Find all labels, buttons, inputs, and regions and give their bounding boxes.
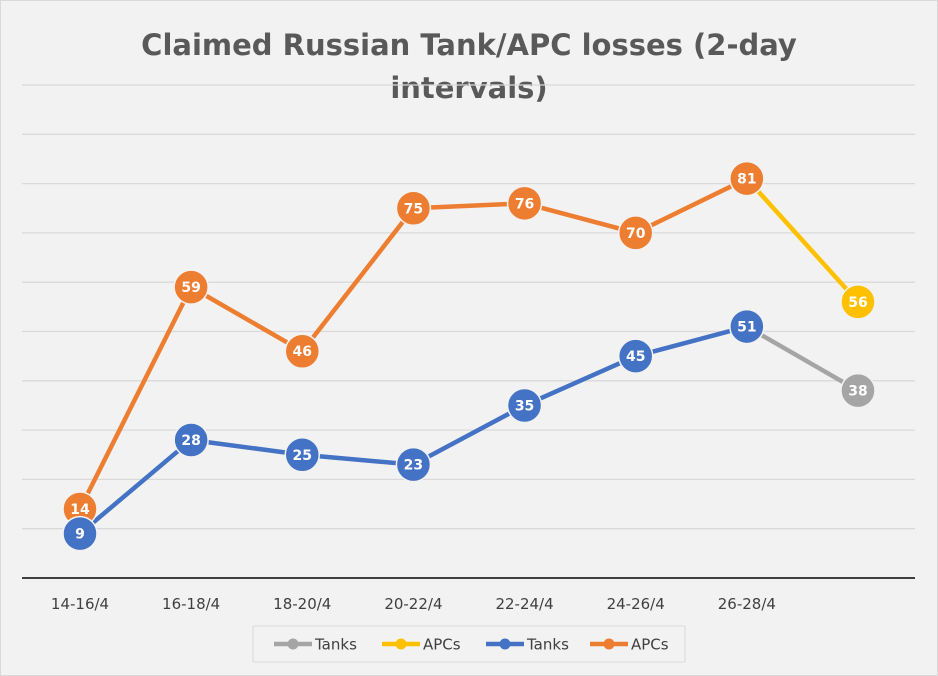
series-line-apcs <box>744 176 861 305</box>
data-point-marker <box>729 308 765 345</box>
data-point-label: 70 <box>626 226 646 242</box>
data-point-label: 56 <box>848 295 867 311</box>
x-tick-label: 20-22/4 <box>384 595 442 613</box>
data-point-label: 28 <box>181 433 200 449</box>
data-markers: 38 56 14 59 46 75 76 70 81 9 28 25 23 35 45 51 <box>62 160 876 552</box>
data-point-marker <box>395 190 432 226</box>
data-point-label: 25 <box>293 448 312 464</box>
data-point-marker <box>617 338 654 374</box>
data-point-label: 35 <box>515 398 534 414</box>
data-point-label: 76 <box>515 196 534 212</box>
data-point-label: 9 <box>75 527 85 543</box>
x-axis-labels: 14-16/4 16-18/4 18-20/4 20-22/4 22-24/4 24-26… <box>51 595 776 613</box>
data-point-label: 38 <box>848 384 867 400</box>
data-point-label: 23 <box>404 458 423 474</box>
legend-label: Tanks <box>314 636 357 654</box>
legend-marker-swatch <box>287 638 299 650</box>
data-point-marker <box>506 185 543 222</box>
gridlines <box>22 84 915 579</box>
x-tick-label: 26-28/4 <box>718 595 776 613</box>
data-point-marker <box>729 160 765 197</box>
chart-title-line-1: Claimed Russian Tank/APC losses (2-day <box>141 28 797 62</box>
data-point-label: 51 <box>737 320 756 336</box>
legend-label: APCs <box>423 636 461 654</box>
x-tick-label: 18-20/4 <box>273 595 331 613</box>
data-point-marker <box>173 422 209 458</box>
data-point-label: 45 <box>626 349 645 365</box>
x-tick-label: 14-16/4 <box>51 595 109 613</box>
data-point-marker <box>617 215 654 251</box>
legend-marker-swatch <box>395 638 407 650</box>
data-point-marker <box>840 284 876 320</box>
data-point-label: 46 <box>293 344 312 360</box>
data-point-marker <box>506 387 543 424</box>
chart-title-line-2: intervals) <box>390 71 547 105</box>
legend-label: Tanks <box>526 636 569 654</box>
data-point-label: 75 <box>404 201 423 217</box>
data-point-marker <box>840 372 876 409</box>
series-line-tanks <box>744 324 861 393</box>
data-point-label: 14 <box>70 502 90 518</box>
data-point-label: 59 <box>181 280 200 296</box>
data-point-marker <box>62 515 98 552</box>
data-point-marker <box>284 333 321 369</box>
legend-marker-swatch <box>499 638 511 650</box>
data-point-marker <box>395 446 432 483</box>
data-point-marker <box>173 269 209 305</box>
data-point-label: 81 <box>737 172 756 188</box>
data-point-marker <box>284 437 321 473</box>
x-tick-label: 22-24/4 <box>495 595 553 613</box>
legend: Tanks APCs Tanks APCs <box>252 625 686 663</box>
legend-label: APCs <box>631 636 669 654</box>
legend-marker-swatch <box>603 638 615 650</box>
x-tick-label: 16-18/4 <box>162 595 220 613</box>
x-tick-label: 24-26/4 <box>607 595 665 613</box>
